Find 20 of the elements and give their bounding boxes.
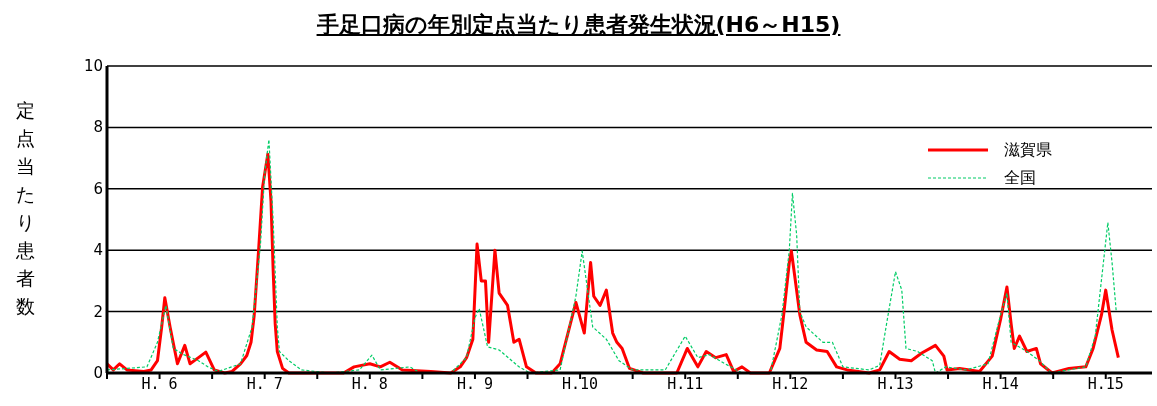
x-tick-label: H.10 [562,375,599,393]
x-tick-label: H. 7 [246,375,283,393]
y-tick-label: 0 [92,363,103,383]
y-tick-label: 8 [92,117,103,138]
x-tick-label: H. 8 [351,375,388,393]
chart-title: 手足口病の年別定点当たり患者発生状況(H6～H15) [315,11,842,39]
legend-label: 全国 [1004,167,1036,189]
y-tick-label: 6 [92,178,103,199]
x-tick-label: H.12 [772,375,809,393]
y-axis-title: 定点当たり患者数 [14,98,36,319]
y-tick-label: 4 [92,240,103,261]
x-tick-label: H.11 [667,375,704,393]
x-tick-label: H. 9 [456,375,494,393]
x-tick-label: H.15 [1087,375,1124,393]
x-tick-label: H. 6 [141,375,178,393]
y-tick-label: 2 [92,301,103,322]
y-tick-label: 10 [82,56,103,76]
x-tick-label: H.13 [877,375,914,393]
x-tick-label: H.14 [982,375,1019,393]
legend-label: 滋賀県 [1004,139,1052,161]
